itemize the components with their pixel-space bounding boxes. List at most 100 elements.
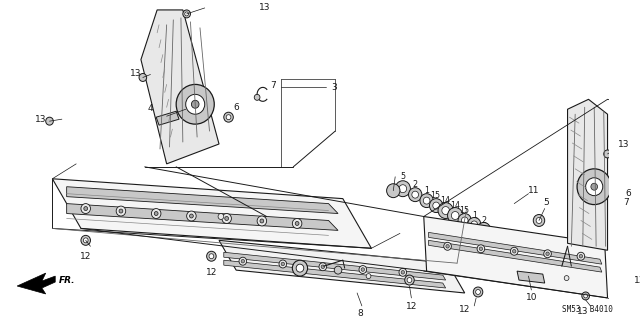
Circle shape — [408, 188, 422, 202]
Circle shape — [477, 245, 484, 253]
Circle shape — [254, 94, 260, 100]
Text: 13: 13 — [634, 276, 640, 285]
Circle shape — [615, 195, 619, 199]
Circle shape — [461, 217, 468, 224]
Circle shape — [577, 169, 611, 204]
Circle shape — [361, 268, 365, 271]
Circle shape — [152, 209, 161, 219]
Circle shape — [186, 94, 205, 114]
Circle shape — [321, 265, 324, 269]
Text: 13: 13 — [618, 139, 630, 149]
Text: 1: 1 — [424, 186, 429, 195]
Text: 14: 14 — [450, 201, 460, 210]
Polygon shape — [67, 187, 338, 213]
Circle shape — [189, 214, 193, 218]
Text: 10: 10 — [525, 293, 537, 302]
Circle shape — [401, 271, 404, 274]
Text: 8: 8 — [357, 309, 363, 318]
Text: 12: 12 — [205, 268, 217, 277]
Text: 1: 1 — [472, 211, 477, 220]
Circle shape — [604, 150, 611, 158]
Circle shape — [295, 221, 299, 226]
Text: FR.: FR. — [59, 276, 76, 285]
Text: 14: 14 — [440, 196, 450, 205]
Circle shape — [611, 208, 616, 213]
Polygon shape — [224, 252, 445, 280]
Text: 12: 12 — [80, 252, 92, 261]
Circle shape — [458, 213, 472, 227]
Circle shape — [399, 185, 406, 193]
Text: 12: 12 — [406, 302, 417, 311]
Circle shape — [281, 262, 285, 266]
Circle shape — [225, 217, 228, 220]
Polygon shape — [219, 240, 465, 293]
Circle shape — [399, 268, 406, 276]
Circle shape — [81, 204, 90, 213]
Circle shape — [226, 115, 231, 120]
Circle shape — [395, 181, 410, 197]
Text: 7: 7 — [624, 198, 630, 207]
Circle shape — [423, 197, 430, 204]
Circle shape — [387, 184, 400, 198]
Circle shape — [366, 274, 371, 278]
Circle shape — [511, 247, 518, 255]
Text: 3: 3 — [332, 83, 337, 92]
Polygon shape — [67, 204, 338, 230]
Circle shape — [209, 254, 214, 259]
Circle shape — [296, 264, 304, 272]
Polygon shape — [424, 217, 607, 298]
Text: 5: 5 — [544, 198, 550, 207]
Circle shape — [630, 145, 634, 149]
Polygon shape — [156, 111, 179, 125]
Circle shape — [407, 278, 412, 283]
Text: 12: 12 — [459, 305, 470, 314]
Circle shape — [222, 213, 232, 223]
Circle shape — [292, 260, 308, 276]
Polygon shape — [17, 273, 55, 294]
Circle shape — [191, 100, 199, 108]
Text: SM53  B4010: SM53 B4010 — [562, 305, 612, 314]
Circle shape — [591, 183, 598, 190]
Circle shape — [292, 219, 302, 228]
Circle shape — [116, 206, 125, 216]
Polygon shape — [224, 260, 445, 288]
Circle shape — [279, 260, 287, 268]
Text: 13: 13 — [259, 4, 271, 12]
Circle shape — [468, 218, 481, 231]
Circle shape — [241, 259, 244, 263]
Text: 6: 6 — [234, 103, 239, 112]
Polygon shape — [517, 271, 545, 283]
Circle shape — [533, 214, 545, 226]
Circle shape — [218, 213, 224, 219]
Circle shape — [451, 211, 459, 219]
Circle shape — [81, 235, 90, 245]
Circle shape — [536, 218, 542, 223]
Circle shape — [412, 191, 419, 198]
Circle shape — [582, 292, 589, 300]
Text: 15: 15 — [460, 206, 470, 215]
Circle shape — [447, 208, 463, 223]
Text: 11: 11 — [527, 186, 539, 195]
Circle shape — [546, 252, 549, 256]
Circle shape — [579, 255, 582, 258]
Circle shape — [183, 10, 191, 18]
Circle shape — [471, 221, 477, 228]
Circle shape — [619, 284, 627, 292]
Circle shape — [544, 250, 552, 258]
Circle shape — [420, 194, 433, 208]
Polygon shape — [52, 179, 371, 248]
Circle shape — [334, 266, 342, 274]
Circle shape — [359, 265, 367, 273]
Circle shape — [239, 257, 246, 265]
Circle shape — [473, 287, 483, 297]
Circle shape — [481, 226, 487, 233]
Circle shape — [176, 85, 214, 124]
Circle shape — [433, 202, 440, 209]
Circle shape — [83, 238, 88, 243]
Text: 4: 4 — [148, 104, 153, 113]
Circle shape — [154, 211, 158, 216]
Polygon shape — [141, 10, 219, 164]
Circle shape — [621, 286, 625, 290]
Polygon shape — [429, 240, 602, 272]
Circle shape — [479, 247, 483, 250]
